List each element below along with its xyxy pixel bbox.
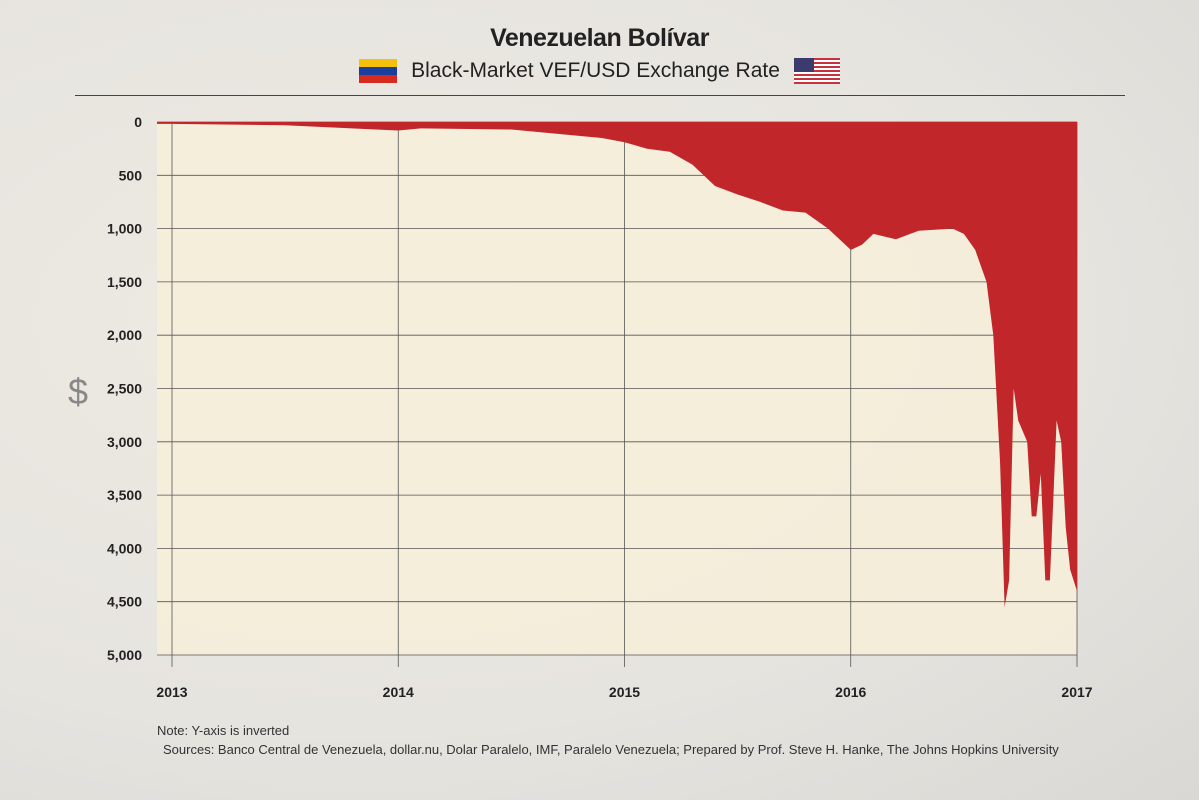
y-tick-label: 3,500 — [107, 487, 142, 503]
title-divider — [75, 95, 1125, 96]
y-tick-label: 1,500 — [107, 274, 142, 290]
y-tick-label: 4,000 — [107, 540, 142, 556]
x-tick-label: 2013 — [156, 684, 187, 700]
sources: Sources: Banco Central de Venezuela, dol… — [163, 742, 1059, 757]
chart-title: Venezuelan Bolívar — [490, 24, 709, 52]
y-tick-label: 5,000 — [107, 647, 142, 663]
y-tick-label: 2,000 — [107, 327, 142, 343]
y-tick-label: 3,000 — [107, 434, 142, 450]
y-axis-label: $ — [68, 371, 88, 412]
chart-subtitle: Black-Market VEF/USD Exchange Rate — [411, 59, 780, 82]
y-tick-label: 500 — [119, 167, 143, 183]
usa-flag-icon — [793, 58, 840, 84]
x-tick-label: 2016 — [835, 684, 866, 700]
x-tick-label: 2017 — [1061, 684, 1092, 700]
y-tick-label: 2,500 — [107, 381, 142, 397]
series-area — [157, 122, 1077, 607]
subtitle-row: Black-Market VEF/USD Exchange Rate — [0, 58, 1199, 84]
footnote: Note: Y-axis is inverted — [157, 723, 290, 738]
y-tick-label: 0 — [134, 114, 142, 130]
y-tick-label: 1,000 — [107, 221, 142, 237]
y-tick-label: 4,500 — [107, 594, 142, 610]
x-tick-label: 2015 — [609, 684, 640, 700]
x-tick-label: 2014 — [383, 684, 414, 700]
venezuela-flag-icon — [359, 59, 398, 83]
